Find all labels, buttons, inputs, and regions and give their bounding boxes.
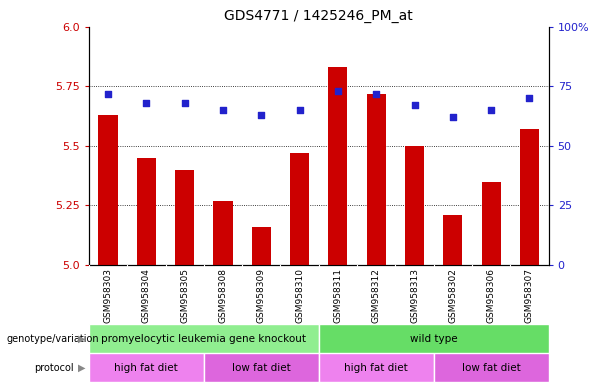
Point — [142, 100, 151, 106]
Point — [218, 107, 228, 113]
Bar — [175, 170, 194, 265]
Bar — [204, 353, 319, 382]
Text: GSM958306: GSM958306 — [487, 268, 496, 323]
Text: GSM958305: GSM958305 — [180, 268, 189, 323]
Text: GSM958313: GSM958313 — [410, 268, 419, 323]
Bar — [213, 201, 232, 265]
Point — [103, 91, 113, 97]
Text: promyelocytic leukemia gene knockout: promyelocytic leukemia gene knockout — [101, 334, 306, 344]
Text: GSM958308: GSM958308 — [218, 268, 227, 323]
Point — [333, 88, 343, 94]
Bar — [89, 324, 319, 353]
Text: ▶: ▶ — [78, 362, 85, 373]
Text: GSM958310: GSM958310 — [295, 268, 304, 323]
Bar — [520, 129, 539, 265]
Text: GSM958304: GSM958304 — [142, 268, 151, 323]
Bar — [367, 94, 386, 265]
Text: GSM958307: GSM958307 — [525, 268, 534, 323]
Point — [295, 107, 305, 113]
Title: GDS4771 / 1425246_PM_at: GDS4771 / 1425246_PM_at — [224, 9, 413, 23]
Text: high fat diet: high fat diet — [115, 362, 178, 373]
Text: GSM958302: GSM958302 — [448, 268, 457, 323]
Point — [180, 100, 189, 106]
Text: low fat diet: low fat diet — [232, 362, 291, 373]
Bar — [319, 324, 549, 353]
Bar — [405, 146, 424, 265]
Point — [256, 112, 266, 118]
Point — [371, 91, 381, 97]
Text: GSM958311: GSM958311 — [333, 268, 343, 323]
Bar — [290, 153, 309, 265]
Bar — [137, 158, 156, 265]
Text: GSM958312: GSM958312 — [371, 268, 381, 323]
Point — [525, 95, 535, 101]
Text: wild type: wild type — [410, 334, 457, 344]
Bar — [89, 353, 204, 382]
Text: GSM958309: GSM958309 — [257, 268, 266, 323]
Bar — [482, 182, 501, 265]
Text: low fat diet: low fat diet — [462, 362, 520, 373]
Point — [448, 114, 458, 121]
Bar — [443, 215, 462, 265]
Bar — [329, 67, 348, 265]
Bar — [319, 353, 434, 382]
Text: GSM958303: GSM958303 — [104, 268, 113, 323]
Bar — [99, 115, 118, 265]
Text: genotype/variation: genotype/variation — [6, 334, 99, 344]
Text: protocol: protocol — [34, 362, 74, 373]
Bar — [434, 353, 549, 382]
Point — [486, 107, 496, 113]
Text: high fat diet: high fat diet — [345, 362, 408, 373]
Point — [409, 103, 419, 109]
Text: ▶: ▶ — [78, 334, 85, 344]
Bar — [252, 227, 271, 265]
